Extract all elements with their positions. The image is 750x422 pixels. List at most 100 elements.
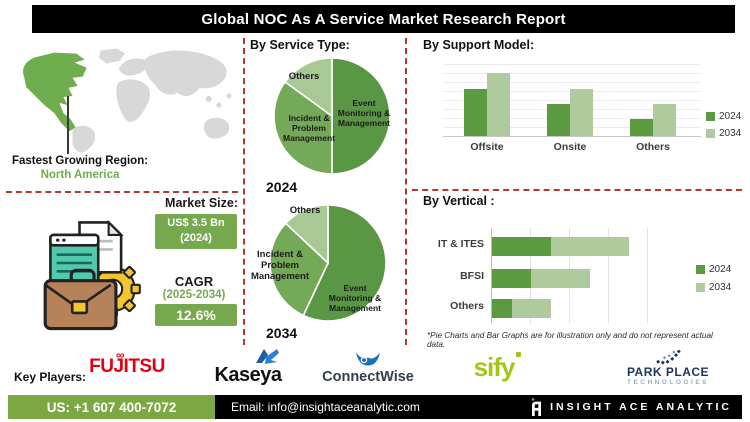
divider-vertical-right (405, 38, 407, 345)
legend-label-2034: 2034 (719, 128, 742, 139)
support-model-chart (443, 64, 701, 137)
region-pointer-line (67, 96, 69, 154)
vertical-header: By Vertical : (423, 194, 495, 208)
pie-chart-2024 (273, 57, 391, 175)
document-icon (49, 233, 100, 291)
kaseya-wordmark: Kaseya (214, 364, 282, 386)
key-players-label: Key Players: (14, 370, 87, 384)
legend-swatch-2034 (696, 283, 705, 292)
segment-it-ites-2034 (550, 237, 629, 256)
bar-offsite-2034 (487, 72, 510, 136)
cagr-period: (2025-2034) (162, 289, 226, 301)
pie2-label-event: Event Monitoring & Management (328, 283, 382, 313)
pie1-label-incident: Incident & Problem Management (283, 113, 335, 143)
vertical-category-others: Others (450, 300, 484, 312)
pie-slice (331, 57, 391, 175)
bar-offsite-2024 (464, 88, 487, 136)
segment-bfsi-2034 (531, 269, 590, 288)
title-bar: Global NOC As A Service Market Research … (32, 5, 735, 33)
vertical-legend-2024: 2024 (696, 264, 731, 275)
legend-swatch-2034 (706, 129, 715, 138)
legend-label-2024: 2024 (709, 264, 732, 275)
documents-briefcase-gear-icon (43, 219, 141, 331)
pie2-label-others: Others (289, 205, 321, 216)
logo-connectwise: ConnectWise (315, 351, 421, 386)
divider-horizontal-left-column (6, 191, 238, 193)
market-size-value: US$ 3.5 Bn (167, 217, 225, 229)
connectwise-icon (356, 352, 380, 366)
support-model-header: By Support Model: (423, 38, 535, 52)
disclaimer-note: *Pie Charts and Bar Graphs are for illus… (427, 331, 713, 349)
bar-onsite-2024 (547, 103, 570, 136)
footer-bar: US: +1 607 400-7072 Email: info@insighta… (8, 395, 742, 419)
cagr-label: CAGR (174, 274, 214, 289)
pie-slice (284, 204, 329, 265)
pie-chart-2034 (269, 204, 387, 322)
footer-brand: INSIGHT ACE ANALYTIC (530, 398, 732, 416)
market-size-year: (2024) (180, 232, 212, 244)
pie2-year: 2034 (266, 325, 298, 341)
support-category-offsite: Offsite (470, 141, 504, 153)
segment-it-ites-2024 (492, 237, 551, 256)
service-type-header: By Service Type: (250, 38, 350, 52)
market-size-label: Market Size: (165, 196, 238, 210)
pie1-year: 2024 (266, 179, 298, 195)
vertical-category-it-ites: IT & ITES (437, 238, 484, 250)
world-map-icon (23, 48, 232, 153)
cagr-value-box: 12.6% (155, 304, 237, 326)
footer-black-strip: Email: info@insightaceanalytic.com INSIG… (215, 395, 742, 419)
divider-vertical-left (243, 38, 245, 345)
logo-fujitsu: ∞ FUJITSU (88, 348, 166, 378)
market-size-value-box: US$ 3.5 Bn (2024) (155, 214, 237, 249)
segment-others-2024 (492, 299, 512, 318)
sify-wordmark: sify (474, 352, 522, 382)
page-title: Global NOC As A Service Market Research … (201, 10, 566, 28)
fujitsu-infinity-icon: ∞ (116, 348, 125, 362)
support-legend-2024: 2024 (706, 111, 741, 122)
logo-kaseya: Kaseya (205, 349, 291, 387)
parkplace-wordmark: PARK PLACE (626, 365, 710, 379)
market-illustration (40, 216, 144, 336)
legend-swatch-2024 (706, 112, 715, 121)
logo-parkplace: PARK PLACE TECHNOLOGIES (620, 350, 716, 386)
pie1-label-event: Event Monitoring & Management (337, 98, 391, 128)
parkplace-subtext: TECHNOLOGIES (626, 379, 709, 386)
kaseya-icon (256, 349, 279, 364)
fujitsu-wordmark: FUJITSU (89, 356, 165, 377)
footer-email: Email: info@insightaceanalytic.com (231, 400, 420, 414)
briefcase-icon (43, 268, 118, 331)
legend-swatch-2024 (696, 265, 705, 274)
sify-dot-icon (516, 352, 522, 357)
segment-bfsi-2024 (492, 269, 531, 288)
logo-sify: sify (463, 352, 525, 383)
pie-slice (273, 80, 333, 175)
fastest-region-label: Fastest Growing Region: (11, 155, 149, 167)
footer-phone: US: +1 607 400-7072 (8, 395, 215, 419)
fastest-region-value: North America (40, 169, 120, 181)
bar-others-2024 (630, 119, 653, 136)
footer-brand-text: INSIGHT ACE ANALYTIC (550, 401, 732, 413)
connectwise-wordmark: ConnectWise (322, 369, 414, 385)
pie1-label-others: Others (288, 71, 320, 82)
vertical-legend-2034: 2034 (696, 282, 731, 293)
support-category-onsite: Onsite (553, 141, 587, 153)
divider-horizontal-right-column (412, 189, 742, 191)
pie-slice (302, 204, 387, 322)
parkplace-dots-icon (656, 350, 681, 365)
support-category-others: Others (636, 141, 670, 153)
north-america-region (23, 52, 87, 132)
insight-ace-logo-icon (531, 398, 542, 416)
pie-slice (269, 222, 329, 317)
pie-slice (283, 57, 333, 118)
vertical-chart (491, 228, 652, 323)
bar-onsite-2034 (570, 88, 593, 136)
legend-label-2024: 2024 (719, 111, 742, 122)
segment-others-2034 (511, 299, 551, 318)
support-legend-2034: 2034 (706, 128, 741, 139)
legend-label-2034: 2034 (709, 282, 732, 293)
pie2-label-incident: Incident & Problem Management (250, 249, 310, 282)
vertical-category-bfsi: BFSI (460, 270, 484, 282)
bar-others-2034 (653, 103, 676, 136)
world-map (14, 46, 236, 154)
